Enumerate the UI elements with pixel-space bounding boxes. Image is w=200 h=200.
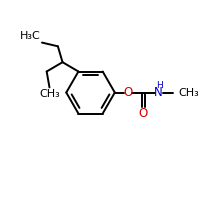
- Text: H: H: [156, 81, 163, 90]
- Text: N: N: [154, 86, 163, 99]
- Text: O: O: [123, 86, 133, 99]
- Text: O: O: [139, 107, 148, 120]
- Text: CH₃: CH₃: [178, 88, 199, 98]
- Text: CH₃: CH₃: [39, 89, 60, 99]
- Text: H₃C: H₃C: [20, 31, 41, 41]
